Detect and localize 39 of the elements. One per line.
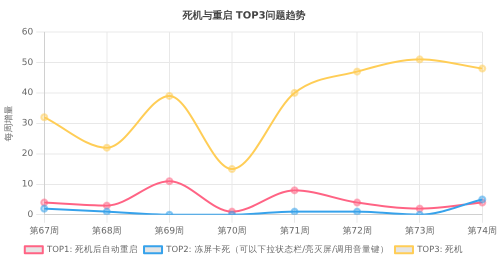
x-tick-label: 第67周 [30,225,59,236]
point [102,144,111,152]
point [478,195,486,204]
point [228,165,236,174]
x-tick-label: 第69周 [154,225,184,236]
y-tick-label: 50 [22,58,34,68]
point [290,208,299,215]
point [165,92,174,100]
x-tick-label: 第74周 [468,225,497,236]
y-axis-title: 每周增量 [4,105,15,142]
point [290,186,299,194]
y-tick-label: 30 [22,118,34,129]
x-tick-label: 第73周 [404,225,434,236]
point [40,204,48,213]
y-tick-label: 10 [22,180,34,190]
point [353,68,362,76]
point [353,198,362,207]
point [290,88,299,97]
point [40,113,48,122]
x-tick-label: 第70周 [217,225,247,236]
legend-label: TOP2: 冻屏卡死（可以下拉状态栏/亮灭屏/调用音量键） [165,244,389,255]
chart-title: 死机与重启 TOP3问题趋势 [181,10,306,22]
x-tick-label: 第71周 [280,225,310,236]
point [416,204,424,213]
y-tick-label: 20 [22,149,34,160]
legend-label: TOP1: 死机后自动重启 [46,244,138,255]
x-tick-label: 第68周 [92,225,122,236]
legend-label: TOP3: 死机 [416,244,464,255]
y-tick-label: 0 [28,210,34,220]
point [478,64,486,73]
y-tick-label: 40 [22,88,34,98]
point [40,198,48,207]
x-tick-label: 第72周 [342,225,372,236]
point [165,177,174,186]
point [416,55,424,64]
point [102,202,111,210]
point [102,208,111,215]
y-tick-label: 60 [22,27,34,38]
point [353,208,362,215]
